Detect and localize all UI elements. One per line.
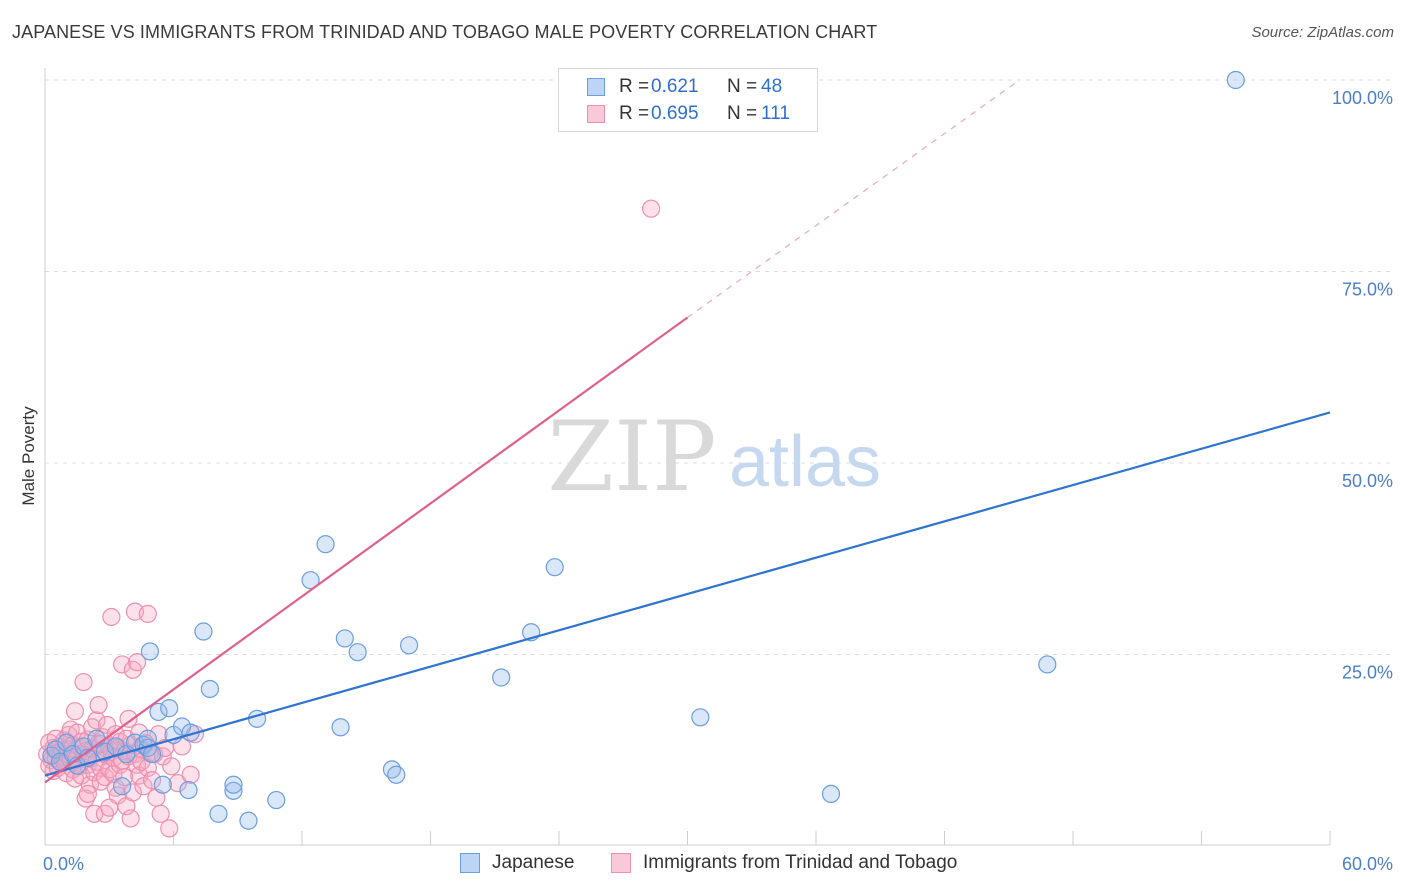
bottom-legend-label: Japanese [492, 852, 575, 873]
watermark-zip: ZIP [547, 401, 716, 513]
legend-r-label: R = [619, 103, 650, 124]
point-trinidad [65, 702, 85, 721]
tick-labels: 25.0% 50.0% 75.0% 100.0% 0.0% 60.0% [43, 88, 1393, 874]
point-japanese [387, 765, 406, 784]
point-japanese [224, 781, 243, 800]
point-japanese [545, 558, 564, 577]
point-trinidad [102, 607, 121, 627]
legend-row-japanese: R = 0.621 N = 48 [587, 75, 782, 99]
chart-title: JAPANESE VS IMMIGRANTS FROM TRINIDAD AND… [12, 22, 878, 42]
point-japanese [821, 784, 841, 804]
point-trinidad [119, 709, 138, 728]
legend-n-label: N = [727, 76, 758, 97]
trendlines [44, 79, 1331, 784]
bottom-legend-swatch-trinidad [611, 853, 631, 873]
point-japanese [153, 775, 172, 794]
legend-n-label: N = [727, 103, 758, 124]
legend-n-value: 111 [761, 103, 790, 124]
y-tick-label: 100.0% [1332, 88, 1393, 108]
legend-r-value: 0.621 [651, 76, 699, 97]
y-axis-label: Male Poverty [19, 406, 38, 506]
bottom-legend-swatch-japanese [460, 853, 480, 873]
source-label: Source: ZipAtlas.com [1251, 24, 1394, 41]
point-japanese [239, 811, 258, 830]
point-japanese [316, 535, 335, 554]
legend-swatch-japanese [587, 78, 605, 96]
watermark: ZIP atlas [547, 401, 881, 513]
bottom-legend-japanese: Japanese [460, 852, 574, 874]
point-trinidad [138, 604, 157, 624]
point-japanese [57, 733, 76, 752]
point-japanese [194, 622, 213, 641]
point-japanese [112, 777, 132, 796]
y-tick-label: 25.0% [1342, 663, 1393, 683]
point-trinidad [142, 771, 162, 790]
legend-swatch-trinidad [587, 105, 605, 123]
point-japanese [179, 780, 198, 800]
point-japanese [1038, 655, 1057, 674]
axes [44, 68, 1331, 846]
grid [45, 79, 1390, 655]
point-trinidad [641, 199, 661, 218]
point-japanese [492, 668, 511, 687]
point-trinidad [89, 695, 108, 715]
point-japanese [142, 744, 162, 764]
trendline-trinidad-extension [687, 79, 1020, 318]
point-japanese [140, 642, 160, 661]
point-trinidad [74, 672, 93, 692]
point-japanese [160, 699, 179, 718]
point-trinidad [127, 653, 147, 672]
legend-r-label: R = [619, 76, 650, 97]
bottom-legend-label: Immigrants from Trinidad and Tobago [643, 852, 958, 873]
legend-r-value: 0.695 [651, 103, 699, 124]
point-japanese [1226, 70, 1245, 90]
point-japanese [301, 571, 320, 590]
point-trinidad [162, 757, 181, 776]
point-japanese [348, 643, 367, 662]
point-trinidad [87, 711, 106, 730]
point-japanese [149, 702, 168, 722]
y-tick-label: 75.0% [1342, 280, 1393, 300]
point-trinidad [78, 784, 97, 804]
point-trinidad [151, 804, 170, 823]
y-tick-label: 50.0% [1342, 471, 1393, 491]
point-japanese [209, 804, 228, 823]
point-japanese [200, 679, 220, 699]
trendline-trinidad [44, 316, 689, 784]
point-trinidad [160, 819, 179, 838]
point-trinidad [112, 655, 132, 674]
bottom-legend-trinidad: Immigrants from Trinidad and Tobago [611, 852, 957, 874]
point-japanese [331, 718, 350, 737]
watermark-atlas: atlas [729, 422, 881, 502]
point-trinidad [100, 798, 119, 817]
bottom-legend: Japanese Immigrants from Trinidad and To… [0, 852, 1406, 878]
trendline-japanese [44, 411, 1331, 777]
point-japanese [335, 629, 354, 648]
point-japanese [95, 742, 115, 761]
x-tick-label: 60.0% [1342, 854, 1393, 874]
point-japanese [399, 636, 419, 655]
point-trinidad [123, 783, 142, 802]
point-japanese [224, 775, 243, 794]
point-trinidad [181, 765, 200, 784]
point-japanese [691, 708, 710, 727]
legend: R = 0.621 N = 48 R = 0.695 N = 111 [558, 68, 818, 132]
point-japanese [267, 790, 286, 810]
legend-n-value: 48 [761, 76, 783, 97]
legend-row-trinidad: R = 0.695 N = 111 [587, 102, 790, 126]
point-trinidad [168, 774, 187, 793]
x-tick-label: 0.0% [43, 854, 84, 874]
point-trinidad [121, 809, 140, 828]
